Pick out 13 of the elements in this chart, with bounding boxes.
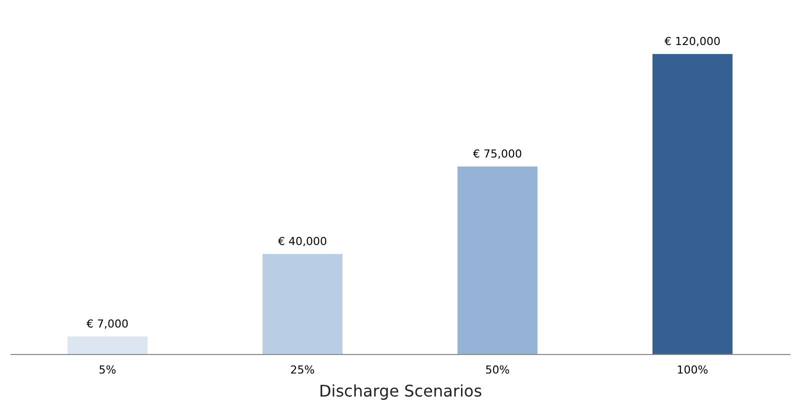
bar	[68, 336, 148, 354]
data-label: € 120,000	[664, 35, 720, 48]
data-label: € 7,000	[86, 318, 128, 330]
data-label: € 75,000	[473, 148, 522, 160]
x-tick-label: 50%	[485, 364, 510, 376]
data-label: € 40,000	[278, 235, 327, 248]
bar	[262, 254, 342, 354]
bar	[458, 166, 538, 354]
x-tick-label: 25%	[290, 364, 315, 376]
x-tick-label: 5%	[98, 364, 116, 376]
x-tick-label: 100%	[676, 364, 708, 376]
x-axis-title: Discharge Scenarios	[318, 382, 482, 400]
bar	[652, 54, 732, 354]
